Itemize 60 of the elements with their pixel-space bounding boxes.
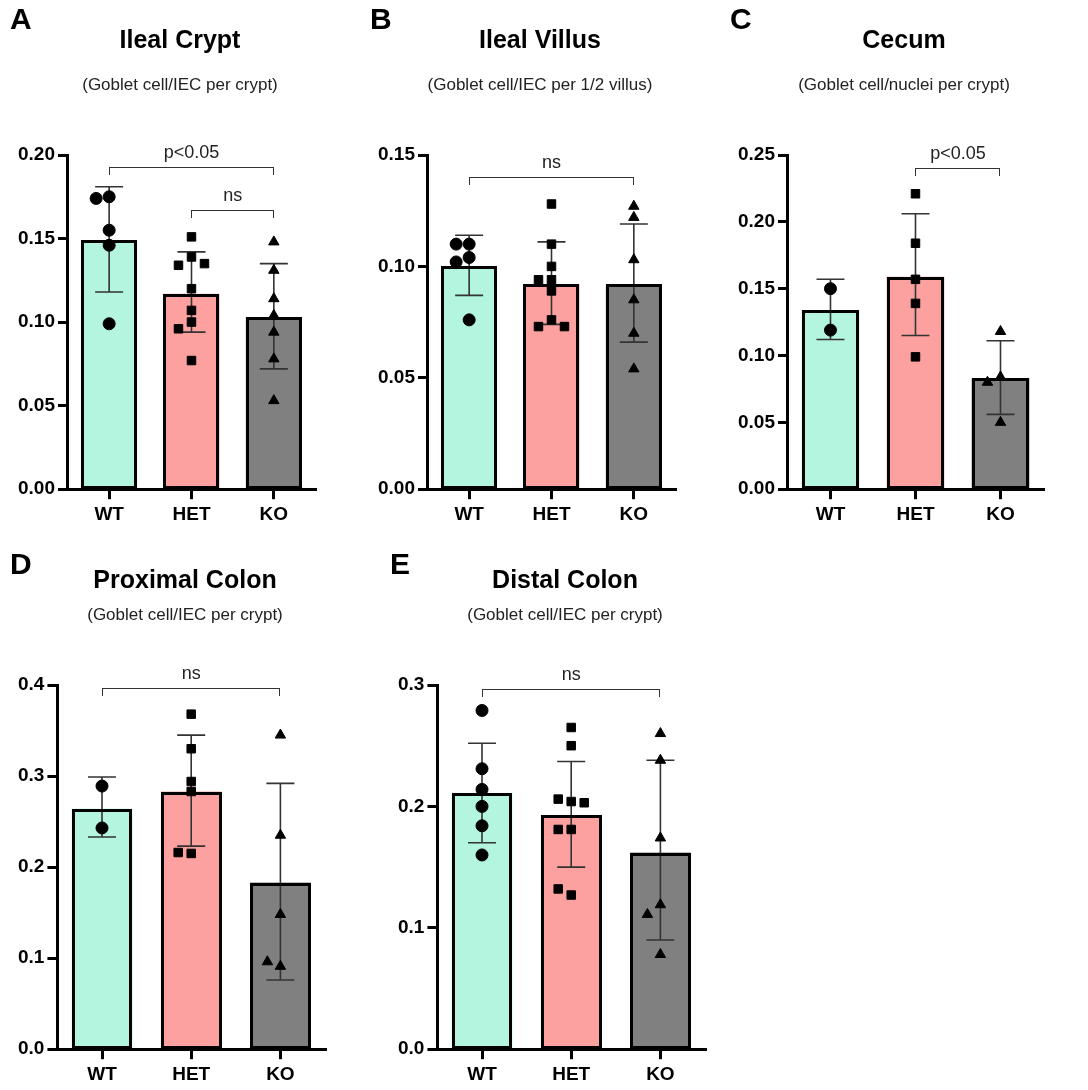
chart-title: Ileal Villus (479, 25, 601, 53)
y-tick-label: 0.00 (378, 477, 415, 499)
x-tick-label: KO (266, 1062, 295, 1084)
chart-title: Proximal Colon (93, 565, 277, 593)
x-tick-label: HET (552, 1062, 591, 1084)
x-tick-label: KO (619, 502, 649, 524)
x-tick-label: WT (467, 1062, 498, 1084)
y-tick-label: 0.0 (17, 1037, 45, 1059)
x-tick-label: HET (172, 1062, 211, 1084)
x-tick-label: WT (815, 502, 846, 524)
y-tick-label: 0.05 (378, 366, 416, 388)
chart-subtitle: (Goblet cell/IEC per 1/2 villus) (426, 75, 654, 95)
text: ns (561, 663, 581, 684)
y-tick-label: 0.15 (738, 276, 776, 298)
y-tick-label: 0.15 (378, 143, 416, 165)
text: D (10, 547, 32, 581)
y-tick-label: 0.10 (378, 254, 415, 276)
y-tick-label: 0.20 (18, 143, 55, 165)
annotation: p<0.05 (930, 142, 986, 163)
y-tick-label: 0.3 (397, 673, 425, 695)
chart-subtitle: (Goblet cell/IEC per crypt) (81, 75, 279, 95)
y-tick-label: 0.00 (18, 477, 55, 499)
y-tick-label: 0.20 (738, 210, 775, 232)
x-tick-label: HET (532, 502, 571, 524)
y-tick-label: 0.10 (18, 310, 55, 332)
text: E (390, 547, 411, 581)
x-tick-label: WT (94, 502, 125, 524)
chart-title: Cecum (862, 25, 946, 53)
x-tick-label: HET (172, 502, 211, 524)
y-tick-label: 0.25 (738, 143, 776, 165)
x-tick-label: HET (896, 502, 935, 524)
annotation: p<0.05 (163, 141, 220, 162)
y-tick-label: 0.1 (17, 946, 45, 968)
x-tick-label: KO (259, 502, 289, 524)
y-tick-label: 0.3 (17, 764, 45, 786)
x-tick-label: WT (87, 1062, 118, 1084)
y-tick-label: 0.2 (17, 855, 45, 877)
text: ns (181, 662, 201, 683)
chart-title: Ileal Crypt (119, 25, 241, 53)
y-tick-label: 0.4 (17, 673, 45, 695)
y-tick-label: 0.1 (397, 916, 425, 938)
y-tick-label: 0.10 (738, 343, 775, 365)
annotation: ns (541, 151, 561, 172)
y-tick-label: 0.05 (738, 410, 776, 432)
y-tick-label: 0.0 (397, 1037, 425, 1059)
chart-subtitle: (Goblet cell/IEC per crypt) (86, 605, 284, 625)
text: A (10, 2, 32, 36)
y-tick-label: 0.05 (18, 393, 56, 415)
x-tick-label: WT (454, 502, 485, 524)
x-tick-label: KO (986, 502, 1015, 524)
chart-title: Distal Colon (492, 565, 638, 593)
y-tick-label: 0.2 (397, 794, 425, 816)
y-tick-label: 0.15 (18, 226, 56, 248)
x-tick-label: KO (646, 1062, 675, 1084)
annotation: ns (223, 184, 243, 205)
y-tick-label: 0.00 (738, 477, 775, 499)
chart-subtitle: (Goblet cell/nuclei per crypt) (797, 75, 1011, 95)
text: B (370, 2, 392, 36)
chart-subtitle: (Goblet cell/IEC per crypt) (466, 605, 664, 625)
text: C (730, 2, 752, 36)
